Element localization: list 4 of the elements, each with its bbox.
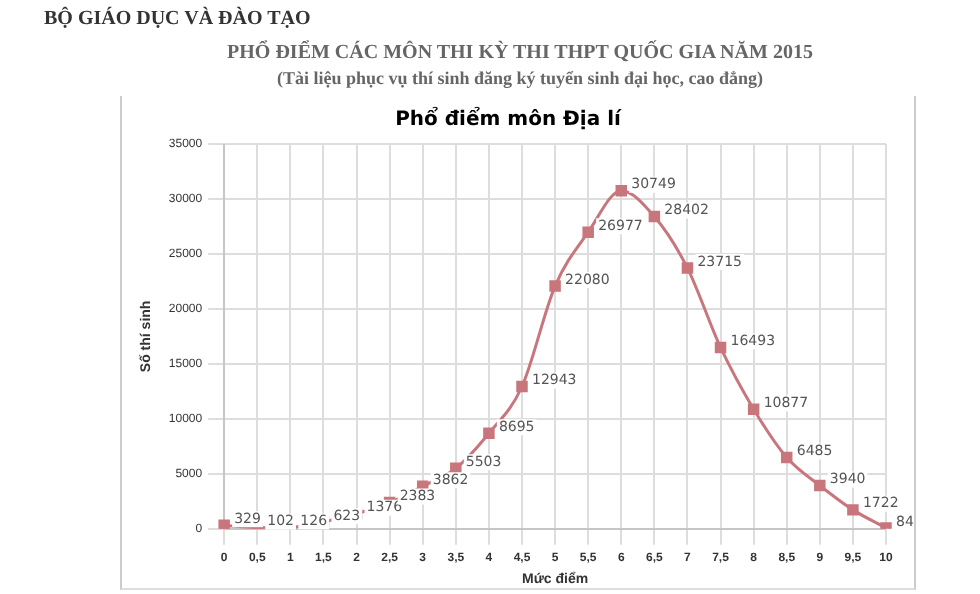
text: BỘ GIÁO DỤC VÀ ĐÀO TẠO	[44, 8, 311, 30]
chart-title: Phổ điểm môn Địa lí	[395, 105, 622, 132]
text: PHỔ ĐIỂM CÁC MÔN THI KỲ THI THPT QUỐC GIA NĂM 2015	[225, 42, 815, 64]
text: (Tài liệu phục vụ thí sinh đăng ký tuyển sinh đại học, cao đẳng)	[274, 68, 766, 88]
